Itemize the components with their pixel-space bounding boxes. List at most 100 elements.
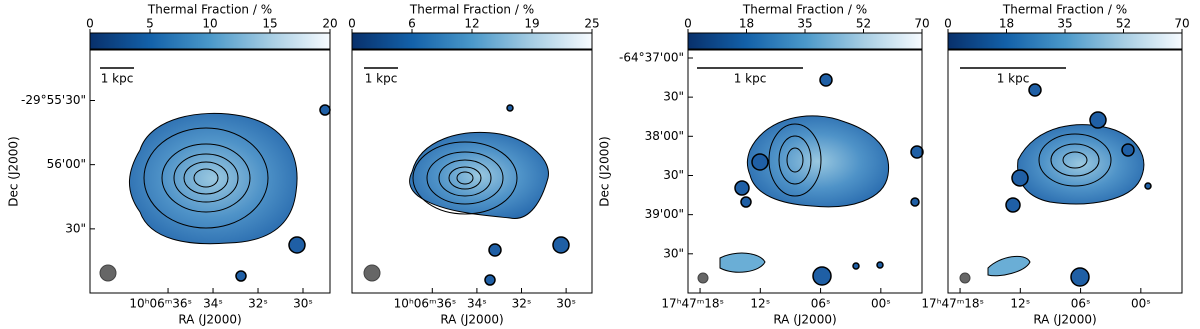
contour bbox=[768, 123, 822, 197]
contour bbox=[426, 151, 504, 205]
x-axis-label: RA (J2000) bbox=[773, 313, 836, 327]
colorbar-label: Thermal Fraction / % bbox=[742, 3, 867, 17]
axes-frame bbox=[89, 49, 331, 294]
x-tick-label: 06ˢ bbox=[811, 297, 831, 311]
x-axis-label: RA (J2000) bbox=[178, 313, 241, 327]
emission-clump bbox=[1005, 197, 1021, 213]
contour bbox=[448, 166, 482, 190]
colorbar-tick-label: 70 bbox=[914, 17, 929, 31]
y-axis-label: Dec (J2000) bbox=[598, 136, 612, 206]
x-tick-label: 34ˢ bbox=[203, 297, 223, 311]
emission-clump bbox=[734, 180, 750, 196]
axes-frame bbox=[351, 49, 593, 294]
beam bbox=[99, 264, 117, 282]
x-tick-label: 30ˢ bbox=[293, 297, 313, 311]
contour bbox=[1062, 151, 1088, 169]
colorbar-tick-label: 52 bbox=[1116, 17, 1131, 31]
emission-region bbox=[409, 132, 549, 219]
colorbar-tick-label: 52 bbox=[856, 17, 871, 31]
emission-clump bbox=[484, 274, 496, 286]
colorbar-tick-label: 25 bbox=[584, 17, 599, 31]
contour bbox=[1038, 133, 1112, 187]
x-tick-label: 12ˢ bbox=[1010, 297, 1030, 311]
colorbar-tick-label: 18 bbox=[999, 17, 1014, 31]
x-tick-label: 00ˢ bbox=[871, 297, 891, 311]
emission-clump bbox=[1121, 143, 1135, 157]
emission-clump bbox=[1070, 267, 1090, 287]
emission-clump bbox=[819, 73, 833, 87]
emission-clump bbox=[1028, 83, 1042, 97]
beam bbox=[363, 264, 381, 282]
emission-clump bbox=[488, 243, 502, 257]
panel: Thermal Fraction / % 0 18 35 52 70 1 kpc 17ʰ47ᵐ… bbox=[598, 3, 930, 327]
scale-bar-label: 1 kpc bbox=[997, 72, 1030, 86]
emission-clump bbox=[1144, 182, 1152, 190]
colorbar-tick-label: 5 bbox=[146, 17, 154, 31]
emission-clump bbox=[910, 197, 920, 207]
colorbar-tick-label: 20 bbox=[322, 17, 337, 31]
emission-clump bbox=[812, 266, 832, 286]
y-tick-label: 30" bbox=[663, 168, 684, 182]
x-axis-label: RA (J2000) bbox=[440, 313, 503, 327]
x-tick-label: 17ʰ47ᵐ18ˢ bbox=[921, 297, 984, 311]
contour bbox=[438, 159, 492, 197]
y-tick-label: 38'00" bbox=[645, 129, 684, 143]
colorbar-label: Thermal Fraction / % bbox=[147, 3, 272, 17]
colorbar bbox=[89, 32, 331, 50]
panel: Thermal Fraction / % 0 18 35 52 70 1 kpc 17ʰ47ᵐ… bbox=[921, 3, 1189, 327]
y-tick-label: 30" bbox=[663, 90, 684, 104]
y-tick-label: 56'00" bbox=[47, 157, 86, 171]
scale-bar-label: 1 kpc bbox=[101, 72, 134, 86]
colorbar-tick-label: 12 bbox=[464, 17, 479, 31]
emission-clump bbox=[876, 261, 884, 269]
colorbar-tick-label: 70 bbox=[1174, 17, 1189, 31]
x-axis-label: RA (J2000) bbox=[1033, 313, 1096, 327]
colorbar-tick-label: 19 bbox=[524, 17, 539, 31]
emission-clump bbox=[910, 145, 924, 159]
contour bbox=[778, 135, 812, 185]
axes-frame bbox=[687, 49, 923, 294]
colorbar-tick-label: 18 bbox=[739, 17, 754, 31]
y-tick-label: 39'00" bbox=[645, 207, 684, 221]
panel: Thermal Fraction / % 0 6 12 19 25 1 kpc 10ʰ06ᵐ3… bbox=[348, 3, 599, 327]
emission-clump bbox=[288, 236, 306, 254]
emission-region bbox=[128, 112, 298, 245]
colorbar-tick-label: 15 bbox=[262, 17, 277, 31]
x-tick-label: 34ˢ bbox=[467, 297, 487, 311]
x-tick-label: 10ʰ06ᵐ36ˢ bbox=[394, 297, 457, 311]
colorbar-tick-label: 0 bbox=[684, 17, 692, 31]
colorbar-tick-label: 35 bbox=[797, 17, 812, 31]
emission-clump bbox=[235, 270, 247, 282]
x-tick-label: 17ʰ47ᵐ18ˢ bbox=[661, 297, 724, 311]
contour bbox=[161, 143, 251, 213]
colorbar-tick-label: 0 bbox=[86, 17, 94, 31]
x-tick-label: 30ˢ bbox=[556, 297, 576, 311]
colorbar-label: Thermal Fraction / % bbox=[1002, 3, 1127, 17]
emission-region bbox=[746, 115, 890, 208]
emission-clump bbox=[1011, 169, 1029, 187]
x-tick-label: 12ˢ bbox=[750, 297, 770, 311]
contour bbox=[456, 171, 474, 185]
contour bbox=[1050, 143, 1100, 177]
y-axis-label: Dec (J2000) bbox=[7, 136, 21, 206]
x-tick-label: 06ˢ bbox=[1071, 297, 1091, 311]
emission-clump bbox=[751, 153, 769, 171]
colorbar-tick-label: 0 bbox=[944, 17, 952, 31]
emission-region bbox=[987, 255, 1031, 277]
panel: Thermal Fraction / % 0 5 10 15 20 1 kpc 10ʰ06ᵐ3… bbox=[7, 3, 338, 327]
contour bbox=[412, 141, 518, 215]
emission-clump bbox=[1089, 111, 1107, 129]
colorbar-tick-label: 0 bbox=[348, 17, 356, 31]
colorbar bbox=[947, 32, 1183, 50]
contour bbox=[193, 168, 219, 188]
emission-clump bbox=[552, 236, 570, 254]
contour bbox=[183, 161, 229, 195]
contour bbox=[143, 127, 269, 229]
emission-region bbox=[719, 252, 766, 273]
colorbar bbox=[351, 32, 593, 50]
contour bbox=[786, 147, 804, 173]
contour bbox=[173, 153, 239, 203]
x-tick-label: 32ˢ bbox=[248, 297, 268, 311]
colorbar-label: Thermal Fraction / % bbox=[409, 3, 534, 17]
